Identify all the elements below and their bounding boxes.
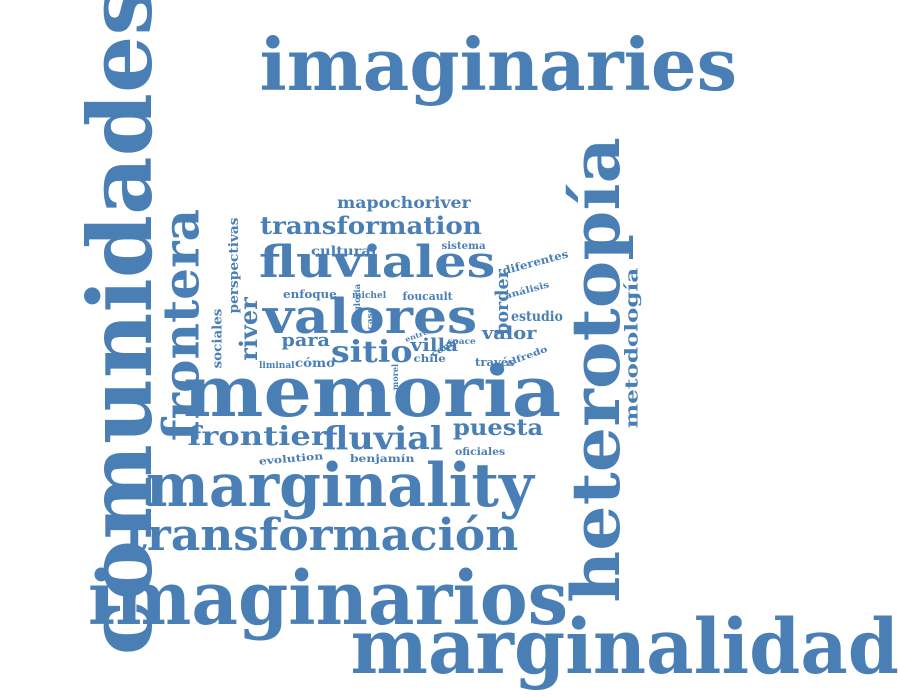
word-villa: villa	[410, 335, 458, 356]
word-benjamin: benjamín	[349, 454, 415, 465]
word-como-accent: cómo	[295, 356, 336, 370]
word-gloria: gloria	[352, 283, 363, 313]
word-valores: valores	[262, 289, 478, 345]
word-mapochoriver: mapochoriver	[336, 193, 471, 212]
word-fluviales: fluviales	[258, 237, 496, 288]
word-chile: chile	[412, 354, 446, 365]
word-marginalidad: marginalidad	[350, 602, 899, 691]
word-imaginarios: imaginarios	[87, 556, 569, 642]
word-frontier: frontier	[186, 422, 328, 452]
word-enfoque: enfoque	[283, 287, 337, 301]
word-valor: valor	[481, 323, 537, 344]
word-space: space	[446, 336, 476, 346]
word-caso: caso	[364, 306, 374, 330]
word-liminal: liminal	[259, 360, 295, 371]
word-heterotopia: heterotopía	[556, 137, 635, 603]
word-morel: morel	[390, 363, 401, 391]
word-traves: través	[475, 355, 515, 369]
word-estudio: estudio	[510, 309, 563, 325]
word-puesta: puesta	[452, 415, 544, 441]
word-para: para	[280, 330, 330, 351]
word-perspectivas: perspectivas	[226, 216, 242, 314]
word-sitio: sitio	[331, 335, 413, 370]
word-sociales: sociales	[210, 308, 226, 368]
word-metodologia: metodología	[621, 267, 643, 429]
word-michel: michel	[352, 290, 387, 301]
word-memoria: memoria	[183, 350, 562, 433]
word-oficiales: oficiales	[454, 447, 506, 458]
word-sistema: sistema	[441, 241, 486, 252]
word-fluvial: fluvial	[322, 419, 444, 457]
word-foucault: foucault	[402, 289, 453, 303]
word-imaginaries: imaginaries	[258, 22, 737, 107]
word-transformation: transformation	[260, 211, 482, 240]
word-transformacion: transformación	[125, 510, 519, 561]
word-marginality: marginality	[145, 451, 534, 521]
word-partir: partir	[368, 381, 378, 405]
word-frontera: frontera	[151, 208, 211, 442]
word-cultural: cultural	[311, 244, 377, 258]
